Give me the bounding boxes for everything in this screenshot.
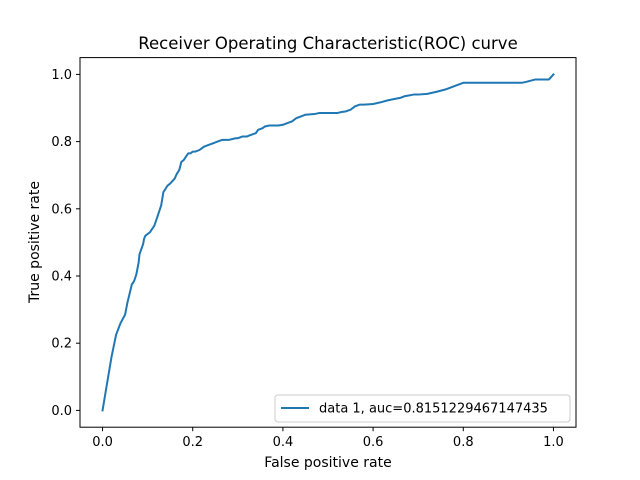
y-axis-label: True positive rate xyxy=(27,181,43,304)
x-tick-label: 0.2 xyxy=(182,435,203,450)
y-tick-label: 1.0 xyxy=(51,68,72,83)
legend: data 1, auc=0.8151229467147435 xyxy=(274,394,571,423)
x-tick-label: 0.4 xyxy=(273,435,294,450)
x-tick-label: 1.0 xyxy=(543,435,564,450)
roc-curve-line xyxy=(101,72,555,412)
axes-frame xyxy=(79,57,577,428)
y-tick-label: 0.4 xyxy=(51,270,72,285)
x-tick-label: 0.0 xyxy=(92,435,113,450)
y-tick-label: 0.0 xyxy=(51,404,72,419)
x-axis-label: False positive rate xyxy=(264,455,391,471)
y-tick-label: 0.6 xyxy=(51,202,72,217)
series-group xyxy=(101,72,555,412)
x-tick-label: 0.8 xyxy=(453,435,474,450)
y-tick-label: 0.8 xyxy=(51,135,72,150)
legend-label: data 1, auc=0.8151229467147435 xyxy=(319,402,548,417)
x-axis-ticks: 0.0 0.2 0.4 0.6 0.8 1.0 xyxy=(92,427,564,450)
plot-area xyxy=(80,57,576,428)
chart-title: Receiver Operating Characteristic(ROC) c… xyxy=(138,34,517,53)
x-tick-label: 0.6 xyxy=(363,435,384,450)
y-axis-ticks: 0.0 0.2 0.4 0.6 0.8 1.0 xyxy=(51,68,80,419)
y-tick-label: 0.2 xyxy=(51,337,72,352)
legend-box xyxy=(274,394,571,423)
